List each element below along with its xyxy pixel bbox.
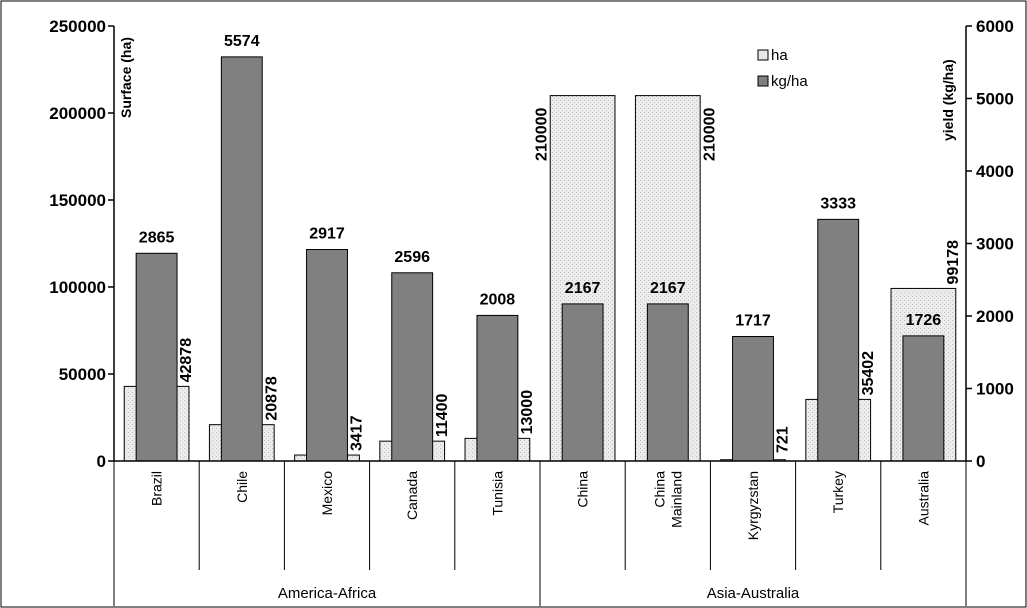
- bar-yield: [306, 249, 348, 462]
- axes: 0 50000 100000 150000 200000 250000 0 1000 2000 3…: [49, 17, 1014, 606]
- data-label-yield: 2596: [394, 249, 430, 266]
- y2-tick-label: 3000: [976, 235, 1014, 254]
- y-tick-label: 250000: [49, 17, 106, 36]
- data-label-yield: 2167: [565, 280, 601, 297]
- y2-axis-title: yield (kg/ha): [940, 59, 956, 141]
- y2-tick-label: 1000: [976, 380, 1014, 399]
- bar-yield: [220, 56, 263, 462]
- bar-yield: [561, 303, 604, 462]
- data-label-ha: 210000: [533, 107, 550, 160]
- category-label: China: [651, 471, 667, 508]
- legend-swatch-yield: [757, 75, 769, 87]
- y-tick-label: 150000: [49, 191, 106, 210]
- series-ha-bars: [123, 95, 957, 462]
- bar-yield: [135, 252, 178, 462]
- legend-label-yield: kg/ha: [771, 73, 808, 90]
- category-label: Turkey: [830, 471, 846, 513]
- bar-yield: [902, 335, 945, 462]
- category-label: Canada: [404, 471, 420, 520]
- y2-tick-label: 4000: [976, 162, 1014, 181]
- y-tick-label: 100000: [49, 278, 106, 297]
- data-label-yield: 5574: [224, 33, 260, 50]
- data-label-ha: 3417: [349, 415, 366, 451]
- data-label-ha: 20878: [263, 376, 280, 421]
- legend-label-ha: ha: [771, 47, 788, 64]
- category-label: Mainland: [668, 471, 684, 528]
- data-label-yield: 2865: [139, 229, 175, 246]
- legend: ha kg/ha: [757, 47, 808, 90]
- y2-tick-label: 2000: [976, 307, 1014, 326]
- data-label-ha: 11400: [434, 393, 451, 437]
- data-label-yield: 2008: [480, 291, 516, 308]
- bar-yield: [646, 303, 689, 462]
- y2-tick-label: 0: [976, 452, 985, 471]
- y-tick-label: 50000: [59, 365, 106, 384]
- data-label-yield: 3333: [820, 195, 856, 212]
- data-label-ha: 13000: [519, 390, 536, 435]
- group-label: America-Africa: [278, 585, 377, 602]
- data-label-yield: 1717: [735, 313, 771, 330]
- category-label: Kyrgyzstan: [745, 471, 761, 540]
- bar-yield: [817, 218, 860, 462]
- bar-yield: [476, 314, 519, 462]
- category-label: Chile: [234, 471, 250, 503]
- series-yield-bars: [135, 56, 945, 462]
- y-tick-label: 200000: [49, 104, 106, 123]
- data-labels: 2865 42878 5574 20878 2917 3417 2596 11400 2008 1…: [139, 33, 962, 453]
- bar-yield: [391, 272, 434, 462]
- y-axis-title: Surface (ha): [118, 37, 134, 118]
- legend-swatch-ha: [757, 49, 769, 61]
- data-label-ha: 42878: [178, 338, 195, 383]
- category-label: Tunisia: [489, 471, 505, 516]
- category-label: Brazil: [149, 471, 165, 506]
- data-label-ha: 721: [775, 426, 792, 453]
- category-label: Mexico: [319, 471, 335, 516]
- y-tick-label: 0: [97, 452, 106, 471]
- data-label-ha: 210000: [701, 107, 718, 160]
- bar-yield: [732, 336, 774, 462]
- data-label-yield: 1726: [906, 312, 942, 329]
- y2-tick-label: 5000: [976, 90, 1014, 109]
- data-label-yield: 2167: [650, 280, 686, 297]
- data-label-ha: 35402: [860, 351, 877, 396]
- data-label-ha: 99178: [945, 240, 962, 285]
- y2-tick-label: 6000: [976, 17, 1014, 36]
- data-label-yield: 2917: [309, 226, 345, 243]
- category-label: Australia: [915, 471, 931, 526]
- category-label: China: [575, 471, 591, 508]
- group-label: Asia-Australia: [707, 585, 800, 602]
